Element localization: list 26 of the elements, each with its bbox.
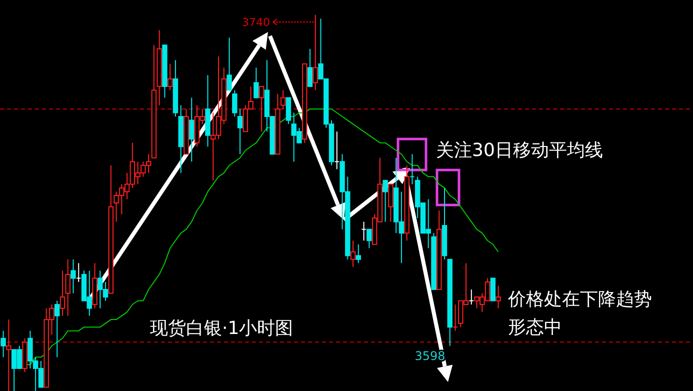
candlestick [6,319,12,391]
candlestick [189,97,194,162]
candlestick [237,108,243,155]
candlestick [0,330,6,358]
candlestick [404,164,410,242]
candlestick [70,258,76,294]
candlestick [156,30,162,106]
candlestick [452,304,458,332]
candlestick [350,240,356,268]
candlestick [312,14,318,91]
candlestick [76,262,82,282]
candlestick [496,285,501,309]
candlestick [92,262,98,309]
candlestick [178,104,184,174]
candlestick [60,270,66,316]
candlestick [65,258,70,316]
text: 价格处在下降趋势形态中 [507,289,652,338]
candlestick [361,221,366,242]
annotation: 3740 [242,16,270,29]
annotation: 现货白银·1小时图 [150,318,294,339]
candlestick [334,131,340,170]
candlestick [205,74,210,148]
candlestick [410,154,415,185]
candlestick [280,90,286,110]
annotation: 关注30日移动平均线 [436,140,603,161]
candlestick [442,187,448,260]
